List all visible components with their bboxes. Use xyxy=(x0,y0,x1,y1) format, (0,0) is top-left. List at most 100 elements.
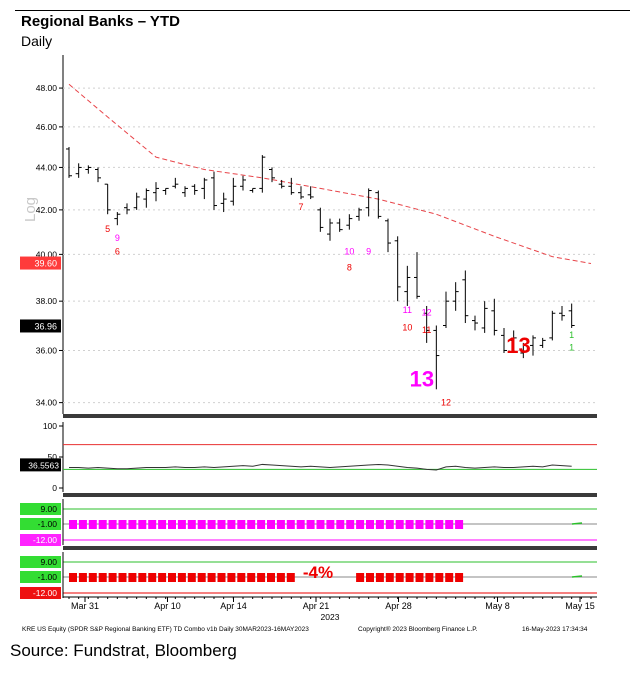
td-count-label: 7 xyxy=(298,202,303,212)
price-tick-label: 46.00 xyxy=(36,122,58,132)
td-count-label: 12 xyxy=(441,397,451,407)
td-count-label: 9 xyxy=(115,233,120,243)
td-count-label: 11 xyxy=(403,305,412,315)
footer-security-info: KRE US Equity (SPDR S&P Regional Banking… xyxy=(22,626,309,633)
oscillator-bar xyxy=(138,520,147,529)
oscillator-bar xyxy=(257,520,266,529)
td-count-label: 10 xyxy=(344,246,354,256)
oscillator-percent-annotation: -4% xyxy=(303,563,333,582)
oscillator-bar xyxy=(375,573,384,582)
footer-timestamp: 16-May-2023 17:34:34 xyxy=(522,626,588,633)
oscillator-bar xyxy=(366,573,374,582)
oscillator-bar xyxy=(296,520,305,529)
oscillator-bar xyxy=(168,520,176,529)
oscillator-bar xyxy=(276,520,285,529)
oscillator-bar xyxy=(69,520,77,529)
td-count-label: 6 xyxy=(115,246,120,256)
oscillator-bar xyxy=(88,520,97,529)
oscillator-bar xyxy=(415,520,424,529)
x-tick-label: Apr 14 xyxy=(220,601,247,611)
oscillator-bar xyxy=(187,520,196,529)
oscillator-bar xyxy=(227,520,236,529)
oscillator-bar xyxy=(197,520,206,529)
price-tick-label: 44.00 xyxy=(36,162,58,172)
oscillator-level-tag-bg xyxy=(20,587,61,599)
oscillator-level-tag: -1.00 xyxy=(38,519,58,529)
oscillator-bar xyxy=(276,573,285,582)
price-tick-label: 40.00 xyxy=(36,249,58,259)
oscillator-bar xyxy=(128,520,137,529)
oscillator-bar xyxy=(98,520,107,529)
oscillator-bar xyxy=(108,520,117,529)
oscillator-bar xyxy=(425,520,434,529)
td-count-label: 10 xyxy=(402,322,412,332)
td-count-label: 5 xyxy=(105,224,110,234)
oscillator-bar xyxy=(415,573,424,582)
td-count-label: 8 xyxy=(347,262,352,272)
x-tick-label: Apr 10 xyxy=(154,601,181,611)
oscillator-tail-mark xyxy=(571,575,583,578)
oscillator-bar xyxy=(375,520,384,529)
oscillator-bar xyxy=(207,520,216,529)
oscillator-bar xyxy=(128,573,137,582)
oscillator-bar xyxy=(78,520,87,529)
rsi-tick-label: 100 xyxy=(43,421,57,431)
oscillator-bar xyxy=(267,520,275,529)
oscillator-level-tag: 9.00 xyxy=(40,504,57,514)
oscillator-level-tag: -12.00 xyxy=(33,535,57,545)
td-count-label: 9 xyxy=(366,246,371,256)
x-tick-label: May 15 xyxy=(565,601,595,611)
oscillator-level-tag: -12.00 xyxy=(33,588,57,598)
oscillator-bar xyxy=(336,520,345,529)
log-scale-label: Log xyxy=(22,196,39,222)
oscillator-bar xyxy=(207,573,216,582)
moving-average-line xyxy=(68,83,592,265)
rsi-tick-label: 50 xyxy=(48,452,58,462)
oscillator-bar xyxy=(356,573,365,582)
oscillator-bar xyxy=(168,573,176,582)
oscillator-bar xyxy=(148,520,157,529)
oscillator-bar xyxy=(385,520,394,529)
oscillator-bar xyxy=(435,573,444,582)
oscillator-bar xyxy=(138,573,147,582)
price-tick-label: 38.00 xyxy=(36,296,58,306)
ma-value-tag: 39.60 xyxy=(34,259,57,269)
oscillator-level-tag-bg xyxy=(20,503,61,515)
oscillator-bar xyxy=(405,520,414,529)
oscillator-bar xyxy=(247,520,256,529)
x-tick-label: Mar 31 xyxy=(71,601,99,611)
oscillator-bar xyxy=(455,520,464,529)
oscillator-bar xyxy=(217,573,226,582)
oscillator-bar xyxy=(69,573,77,582)
x-year-label: 2023 xyxy=(321,612,340,622)
oscillator-bar xyxy=(316,520,325,529)
oscillator-level-tag-bg xyxy=(20,556,61,568)
oscillator-bar xyxy=(158,520,167,529)
last-price-tag-bg xyxy=(20,319,61,333)
oscillator-level-tag-bg xyxy=(20,571,61,583)
oscillator-bar xyxy=(187,573,196,582)
x-tick-label: May 8 xyxy=(485,601,510,611)
oscillator-bar xyxy=(78,573,87,582)
chart-subtitle: Daily xyxy=(21,33,53,49)
oscillator-bar xyxy=(435,520,444,529)
x-tick-label: Apr 28 xyxy=(385,601,412,611)
rsi-line xyxy=(69,463,572,471)
oscillator-bar xyxy=(257,573,266,582)
price-tick-label: 34.00 xyxy=(36,398,58,408)
x-tick-label: Apr 21 xyxy=(303,601,330,611)
oscillator-bar xyxy=(88,573,97,582)
oscillator-level-tag-bg xyxy=(20,518,61,530)
oscillator-bar xyxy=(158,573,167,582)
oscillator-bar xyxy=(267,573,275,582)
oscillator-bar xyxy=(395,573,404,582)
oscillator-bar xyxy=(286,520,295,529)
td-count-label: 11 xyxy=(422,325,431,335)
oscillator-bar xyxy=(98,573,107,582)
last-price-tag: 36.96 xyxy=(34,321,57,331)
rsi-tick-label: 0 xyxy=(52,483,57,493)
oscillator-bar xyxy=(286,573,295,582)
oscillator-level-tag: 9.00 xyxy=(40,557,57,567)
oscillator-bar xyxy=(385,573,394,582)
